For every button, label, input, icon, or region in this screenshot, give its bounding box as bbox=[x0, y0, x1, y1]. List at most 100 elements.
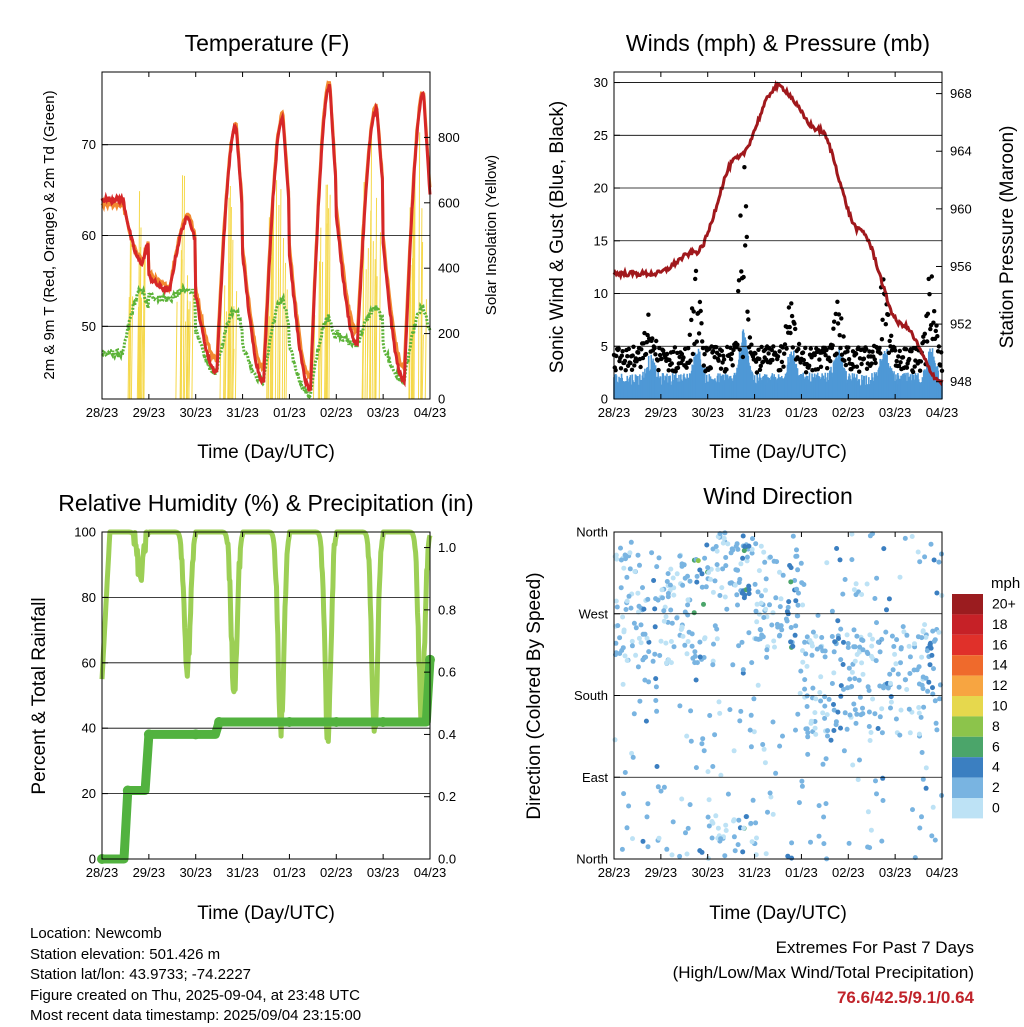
gust-point bbox=[801, 357, 806, 363]
wind-direction-point bbox=[795, 567, 801, 573]
wind-direction-point bbox=[643, 718, 649, 724]
gust-point bbox=[664, 351, 670, 357]
wind-direction-point bbox=[754, 619, 760, 625]
wind-direction-point bbox=[749, 660, 755, 666]
gust-point bbox=[699, 321, 704, 326]
wind-direction-point bbox=[927, 662, 933, 668]
y-tick-label: 20 bbox=[82, 786, 96, 801]
wind-direction-point bbox=[763, 576, 769, 582]
wind-direction-point bbox=[727, 707, 733, 713]
wind-direction-point bbox=[845, 641, 851, 646]
wind-direction-point bbox=[924, 648, 930, 654]
direction-y-label: Direction (Colored By Speed) bbox=[524, 572, 545, 819]
wind-direction-point bbox=[831, 649, 837, 655]
wind-direction-point bbox=[735, 842, 741, 848]
gust-point bbox=[870, 349, 875, 354]
wind-direction-point bbox=[748, 820, 754, 826]
wind-direction-point bbox=[918, 714, 924, 720]
wind-direction-point bbox=[712, 578, 718, 584]
y2-tick-label: 0.0 bbox=[438, 852, 456, 867]
gust-point bbox=[687, 332, 692, 337]
wind-direction-point bbox=[853, 581, 859, 587]
wind-direction-point bbox=[816, 833, 822, 839]
wind-direction-point bbox=[642, 631, 648, 637]
solar-spike bbox=[137, 191, 141, 400]
wind-direction-point bbox=[691, 610, 697, 616]
wind-direction-point bbox=[856, 649, 862, 655]
wind-direction-point bbox=[934, 590, 940, 596]
wind-direction-point bbox=[936, 559, 942, 565]
wind-direction-point bbox=[794, 586, 800, 592]
wind-direction-point bbox=[624, 598, 630, 604]
wind-direction-point bbox=[761, 615, 767, 620]
solar-spike bbox=[187, 309, 190, 400]
wind-direction-point bbox=[898, 660, 903, 666]
wind-direction-point bbox=[695, 558, 701, 564]
wind-direction-point bbox=[653, 684, 659, 690]
wind-direction-point bbox=[847, 676, 853, 682]
wind-direction-point bbox=[652, 651, 658, 657]
legend-label: 10 bbox=[992, 698, 1008, 714]
wind-direction-point bbox=[688, 708, 694, 714]
wind-direction-point bbox=[890, 667, 896, 673]
wind-direction-point bbox=[852, 644, 858, 650]
y2-tick-label: 956 bbox=[950, 259, 972, 274]
wind-direction-point bbox=[679, 561, 685, 567]
x-tick-label: 29/23 bbox=[133, 865, 166, 880]
gust-point bbox=[625, 354, 630, 359]
wind-direction-point bbox=[798, 560, 804, 566]
wind-direction-point bbox=[687, 802, 693, 808]
wind-direction-point bbox=[854, 711, 860, 717]
gust-point bbox=[926, 276, 931, 282]
gust-point bbox=[792, 321, 797, 326]
wind-direction-point bbox=[744, 558, 750, 564]
gust-point bbox=[697, 299, 703, 305]
gust-point bbox=[766, 351, 771, 356]
wind-direction-point bbox=[642, 677, 648, 683]
y-tick-label: South bbox=[574, 688, 608, 703]
wind-direction-point bbox=[697, 639, 703, 645]
wind-direction-point bbox=[744, 554, 750, 560]
gust-point bbox=[622, 358, 628, 364]
solar-spike bbox=[175, 301, 178, 400]
wind-direction-point bbox=[664, 579, 670, 584]
wind-direction-point bbox=[756, 568, 762, 574]
wind-direction-point bbox=[706, 823, 712, 829]
solar-spike bbox=[362, 318, 365, 400]
solar-spike bbox=[283, 262, 287, 400]
wind-direction-point bbox=[926, 679, 932, 685]
solar-spike bbox=[183, 321, 187, 400]
wind-direction-point bbox=[901, 629, 907, 635]
gust-point bbox=[616, 346, 621, 351]
wind-direction-point bbox=[620, 614, 626, 620]
wind-direction-point bbox=[767, 554, 773, 560]
wind-direction-point bbox=[708, 576, 713, 582]
wind-direction-point bbox=[777, 569, 782, 575]
wind-direction-point bbox=[635, 552, 641, 558]
gust-point bbox=[693, 276, 698, 282]
x-tick-label: 28/23 bbox=[598, 865, 631, 880]
wind-direction-point bbox=[906, 643, 912, 649]
wind-direction-point bbox=[922, 622, 928, 628]
gust-point bbox=[770, 357, 775, 363]
wind-direction-point bbox=[788, 625, 794, 630]
x-tick-label: 03/23 bbox=[367, 865, 400, 880]
wind-direction-point bbox=[746, 591, 752, 597]
wind-direction-point bbox=[850, 762, 856, 768]
wind-direction-point bbox=[621, 629, 627, 635]
wind-direction-point bbox=[864, 581, 870, 587]
wind-direction-point bbox=[847, 712, 853, 718]
wind-direction-point bbox=[867, 845, 873, 851]
wind-direction-point bbox=[644, 635, 650, 641]
wind-direction-point bbox=[897, 574, 903, 580]
y-tick-label: 60 bbox=[82, 228, 96, 243]
wind-direction-point bbox=[803, 651, 809, 657]
wind-direction-point bbox=[721, 535, 727, 541]
legend-label: 4 bbox=[992, 759, 1000, 775]
gust-point bbox=[736, 278, 742, 283]
y2-tick-label: 400 bbox=[438, 261, 460, 276]
wind-direction-point bbox=[859, 592, 865, 597]
x-tick-label: 04/23 bbox=[926, 865, 959, 880]
wind-direction-point bbox=[699, 741, 705, 747]
solar-spike bbox=[141, 326, 144, 400]
